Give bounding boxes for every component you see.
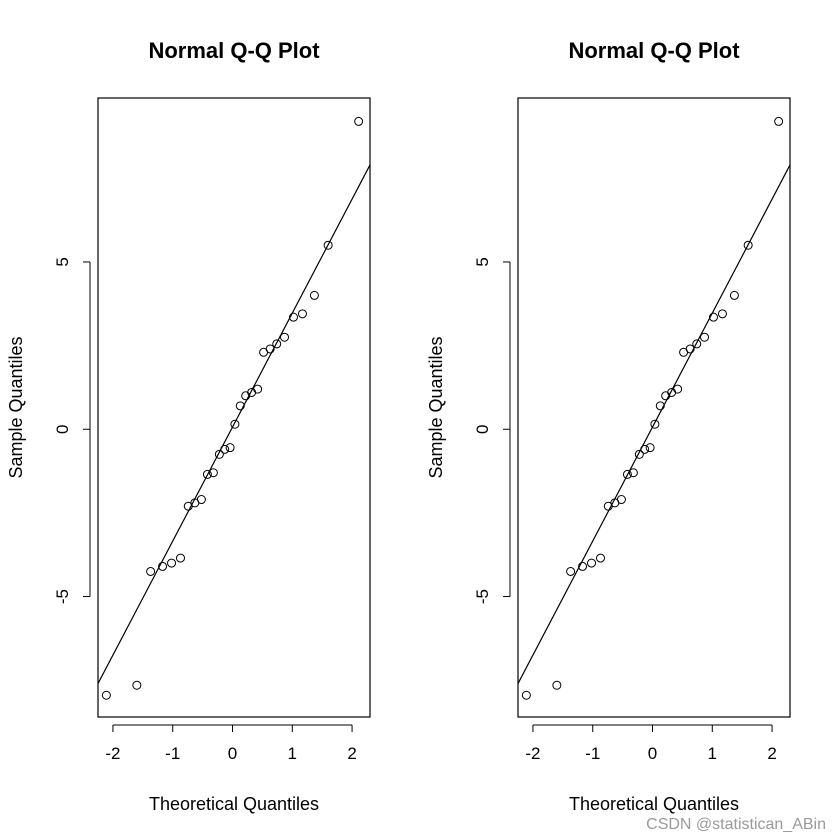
data-point (265, 344, 275, 354)
data-point (622, 469, 632, 479)
y-tick-label: 5 (473, 257, 492, 266)
y-tick-label: -5 (473, 589, 492, 604)
data-point (650, 419, 660, 429)
data-point (743, 240, 753, 250)
data-point (280, 332, 290, 342)
data-point (132, 680, 142, 690)
x-tick-label: -1 (165, 744, 180, 763)
y-tick-label: 0 (53, 425, 72, 434)
x-tick-label: 2 (767, 744, 776, 763)
data-point (587, 558, 597, 568)
data-point (578, 561, 588, 571)
data-point (158, 561, 168, 571)
reference-line (518, 164, 790, 684)
y-tick-label: 5 (53, 257, 72, 266)
data-point (634, 449, 644, 459)
data-point (288, 312, 298, 322)
data-point (673, 384, 683, 394)
qq-panel-1: Normal Q-Q Plot -2 -1 0 1 2 -5 0 5 Theoretical Qu… (6, 38, 371, 814)
data-point (309, 290, 319, 300)
x-tick-label: 2 (347, 744, 356, 763)
data-point (235, 401, 245, 411)
data-point (208, 468, 218, 478)
data-point (655, 401, 665, 411)
data-point (552, 680, 562, 690)
plot-frame (97, 97, 371, 718)
chart-title: Normal Q-Q Plot (148, 38, 320, 63)
x-tick-label: -1 (585, 744, 600, 763)
x-tick-label: 0 (648, 744, 657, 763)
data-point (202, 469, 212, 479)
y-axis-label: Sample Quantiles (6, 336, 26, 478)
data-point (616, 495, 626, 505)
data-point (230, 419, 240, 429)
data-point (297, 309, 307, 319)
x-axis-label: Theoretical Quantiles (569, 794, 739, 814)
data-point (214, 449, 224, 459)
data-point (253, 384, 263, 394)
data-point (774, 116, 784, 126)
qq-panel-2: Normal Q-Q Plot -2 -1 0 1 2 -5 0 5 Theoretical Qu… (426, 38, 791, 814)
data-point (175, 553, 185, 563)
plot-frame (517, 97, 791, 718)
x-axis-label: Theoretical Quantiles (149, 794, 319, 814)
y-tick-label: 0 (473, 425, 492, 434)
y-axis-label: Sample Quantiles (426, 336, 446, 478)
data-point (354, 116, 364, 126)
data-point (272, 339, 282, 349)
data-point (101, 690, 111, 700)
data-point (685, 344, 695, 354)
data-point (708, 312, 718, 322)
data-point (146, 566, 156, 576)
data-point (700, 332, 710, 342)
data-point (196, 495, 206, 505)
data-point (692, 339, 702, 349)
x-tick-label: -2 (105, 744, 120, 763)
y-tick-label: -5 (53, 589, 72, 604)
data-point (566, 566, 576, 576)
data-point (323, 240, 333, 250)
x-tick-label: 1 (708, 744, 717, 763)
data-point (167, 558, 177, 568)
x-tick-label: 1 (288, 744, 297, 763)
data-point (595, 553, 605, 563)
data-point (225, 443, 235, 453)
data-point (521, 690, 531, 700)
x-tick-label: 0 (228, 744, 237, 763)
data-point (729, 290, 739, 300)
data-point (628, 468, 638, 478)
data-point (645, 443, 655, 453)
reference-line (98, 164, 370, 684)
chart-title: Normal Q-Q Plot (568, 38, 740, 63)
watermark: CSDN @statistican_ABin (646, 816, 826, 833)
x-tick-label: -2 (525, 744, 540, 763)
data-point (220, 444, 230, 454)
data-point (640, 444, 650, 454)
data-point (717, 309, 727, 319)
